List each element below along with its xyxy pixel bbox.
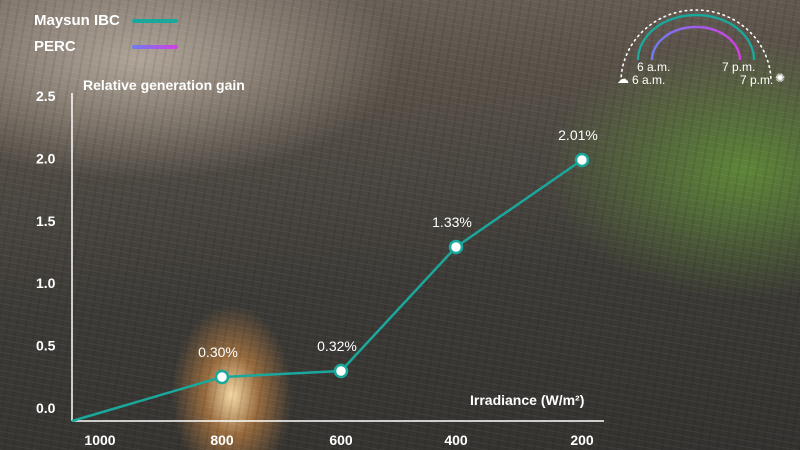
data-point-maysun-ibc (214, 369, 230, 385)
cloud-icon: ☁ (617, 72, 629, 86)
x-tick-label: 400 (444, 432, 468, 448)
series-layer: 0.30% 0.32% 1.33% 2.01% (71, 127, 604, 423)
series-line-maysun-ibc (71, 158, 583, 423)
x-tick-label: 600 (329, 432, 353, 448)
data-label: 1.33% (432, 214, 472, 230)
y-tick-label: 1.5 (36, 213, 56, 229)
sun-icon: ✺ (775, 71, 786, 85)
sun-path-perc-start: 6 a.m. (632, 73, 666, 87)
data-point-maysun-ibc (574, 152, 590, 168)
legend-swatch-perc (132, 44, 178, 49)
x-tick-label: 1000 (84, 432, 115, 448)
x-axis-label: Irradiance (W/m²) (470, 392, 585, 408)
sun-path-dotted-arc (620, 9, 772, 83)
legend-item-maysun-ibc: Maysun IBC (34, 12, 178, 29)
sun-path-ibc-end: 7 p.m. (722, 60, 756, 74)
data-label: 2.01% (558, 127, 598, 143)
y-tick-label: 2.5 (36, 88, 56, 104)
x-tick-label: 200 (570, 432, 594, 448)
y-tick-labels: 0.0 0.5 1.0 1.5 2.0 2.5 (36, 88, 56, 416)
data-point-maysun-ibc (448, 239, 464, 255)
y-tick-label: 2.0 (36, 150, 56, 166)
sun-path-ibc-start: 6 a.m. (637, 60, 671, 74)
y-tick-label: 0.0 (36, 400, 56, 416)
data-point-maysun-ibc (333, 363, 349, 379)
sun-path-perc-arc (650, 25, 742, 61)
x-tick-label: 800 (210, 432, 234, 448)
legend-label: PERC (34, 38, 76, 55)
y-tick-label: 0.5 (36, 338, 56, 354)
legend-item-perc: PERC (34, 38, 178, 55)
data-label: 0.30% (198, 344, 238, 360)
sun-path-diagram (620, 9, 772, 83)
legend-swatch-ibc (132, 18, 178, 23)
data-label: 0.32% (317, 338, 357, 354)
sun-path-perc-end: 7 p.m. (740, 73, 774, 87)
sun-path-ibc-arc (636, 13, 756, 61)
legend-label: Maysun IBC (34, 12, 120, 29)
x-tick-labels: 1000 800 600 400 200 (84, 432, 593, 448)
y-axis-label: Relative generation gain (83, 77, 245, 93)
y-tick-label: 1.0 (36, 275, 56, 291)
